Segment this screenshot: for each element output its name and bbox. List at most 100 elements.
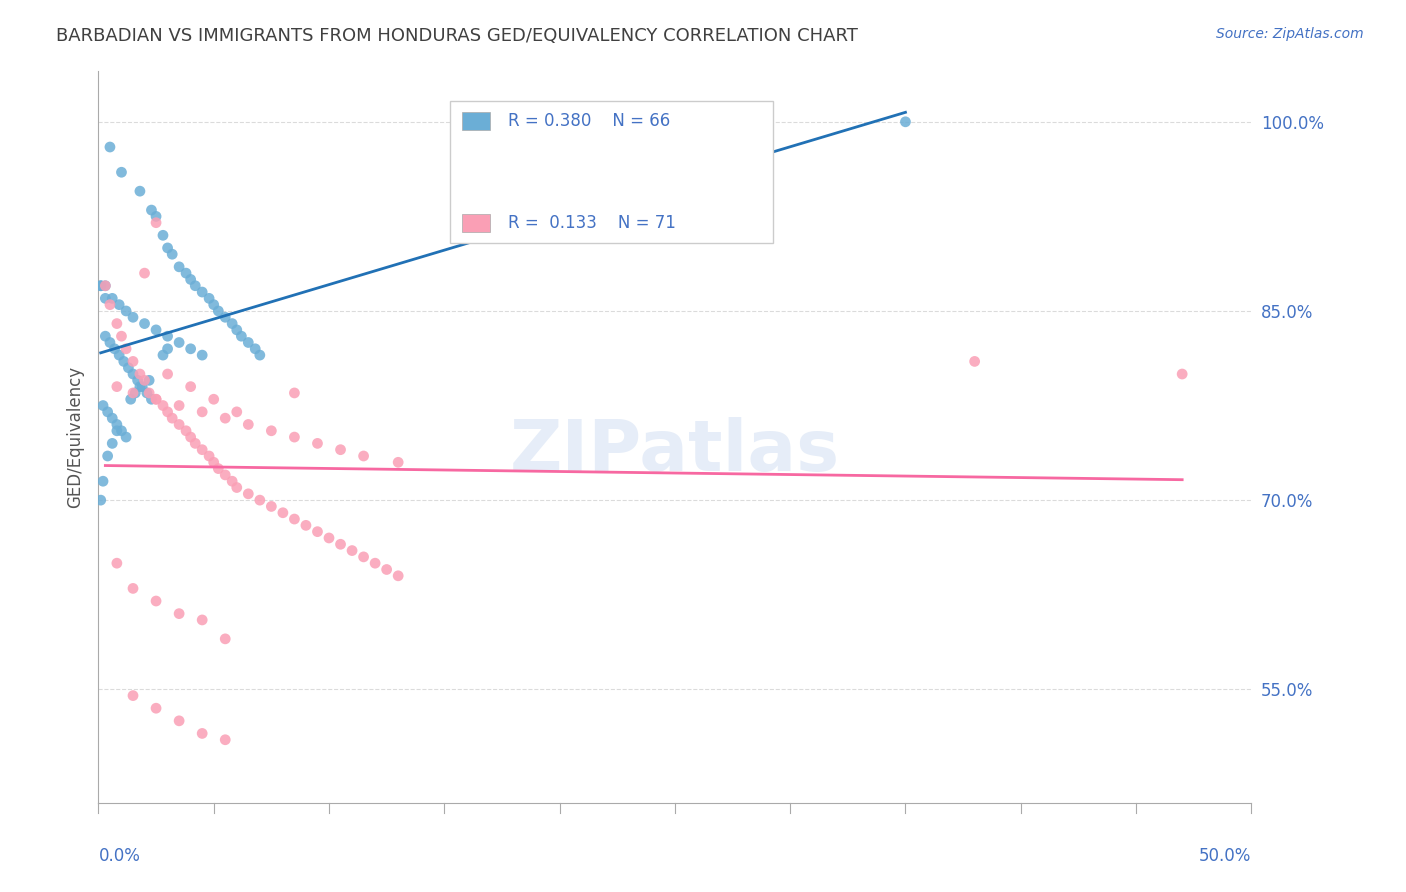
Point [105, 417, 128, 432]
Point [214, 632, 236, 646]
Point [98, 298, 121, 312]
Point [91, 474, 114, 488]
Point [198, 449, 221, 463]
Point [94, 278, 117, 293]
Point [138, 386, 160, 401]
Point [98, 335, 121, 350]
Point [307, 524, 329, 539]
Point [225, 323, 247, 337]
Point [122, 582, 145, 596]
Point [238, 335, 260, 350]
Point [353, 449, 375, 463]
Point [214, 467, 236, 482]
Point [152, 228, 174, 243]
Bar [461, 112, 491, 130]
Point [127, 373, 149, 387]
Point [101, 291, 124, 305]
Point [184, 436, 207, 450]
Point [105, 379, 128, 393]
Point [249, 348, 271, 362]
Point [271, 506, 294, 520]
Point [191, 405, 214, 419]
Point [112, 354, 135, 368]
Point [97, 449, 120, 463]
Text: Source: ZipAtlas.com: Source: ZipAtlas.com [1216, 27, 1364, 41]
Text: 0.0%: 0.0% [98, 847, 141, 865]
Point [129, 367, 152, 381]
Point [124, 386, 146, 401]
Point [202, 455, 225, 469]
Point [145, 392, 167, 407]
Point [160, 247, 183, 261]
Point [174, 266, 197, 280]
Text: BARBADIAN VS IMMIGRANTS FROM HONDURAS GED/EQUIVALENCY CORRELATION CHART: BARBADIAN VS IMMIGRANTS FROM HONDURAS GE… [56, 27, 858, 45]
Point [207, 461, 229, 475]
Point [134, 317, 156, 331]
Point [122, 386, 145, 401]
Bar [450, 101, 773, 244]
Point [156, 367, 179, 381]
Point [225, 481, 247, 495]
Point [214, 732, 236, 747]
Point [180, 342, 202, 356]
Point [90, 493, 112, 508]
Point [145, 210, 167, 224]
Point [167, 335, 190, 350]
Point [318, 531, 340, 545]
Point [387, 455, 409, 469]
Point [122, 367, 145, 381]
Point [131, 379, 153, 393]
Point [167, 260, 190, 274]
Point [115, 342, 138, 356]
Point [134, 373, 156, 387]
Point [145, 392, 167, 407]
Point [135, 386, 157, 401]
Bar [461, 214, 491, 232]
Point [94, 291, 117, 305]
Point [108, 348, 131, 362]
Text: R =  0.133    N = 71: R = 0.133 N = 71 [508, 214, 675, 232]
Point [283, 512, 305, 526]
Point [214, 411, 236, 425]
Point [156, 241, 179, 255]
Point [191, 613, 214, 627]
Point [97, 405, 120, 419]
Point [98, 140, 121, 154]
Point [307, 436, 329, 450]
Point [295, 518, 318, 533]
Point [387, 569, 409, 583]
Point [138, 373, 160, 387]
Point [221, 317, 243, 331]
Point [129, 379, 152, 393]
Point [202, 392, 225, 407]
Text: R = 0.380    N = 66: R = 0.380 N = 66 [508, 112, 669, 129]
Point [91, 399, 114, 413]
Point [245, 342, 267, 356]
Point [105, 317, 128, 331]
Point [141, 392, 163, 407]
Point [117, 360, 139, 375]
Point [122, 689, 145, 703]
Point [156, 342, 179, 356]
Point [180, 379, 202, 393]
Point [101, 411, 124, 425]
Point [191, 285, 214, 299]
Point [145, 216, 167, 230]
Point [122, 310, 145, 325]
Point [225, 405, 247, 419]
Point [90, 278, 112, 293]
Point [105, 424, 128, 438]
Point [231, 329, 253, 343]
Point [353, 549, 375, 564]
Point [129, 184, 152, 198]
Point [152, 348, 174, 362]
Point [90, 278, 112, 293]
Point [283, 430, 305, 444]
Point [156, 405, 179, 419]
Point [156, 329, 179, 343]
Point [180, 430, 202, 444]
Point [167, 607, 190, 621]
Y-axis label: GED/Equivalency: GED/Equivalency [66, 366, 84, 508]
Point [110, 424, 132, 438]
Point [145, 594, 167, 608]
